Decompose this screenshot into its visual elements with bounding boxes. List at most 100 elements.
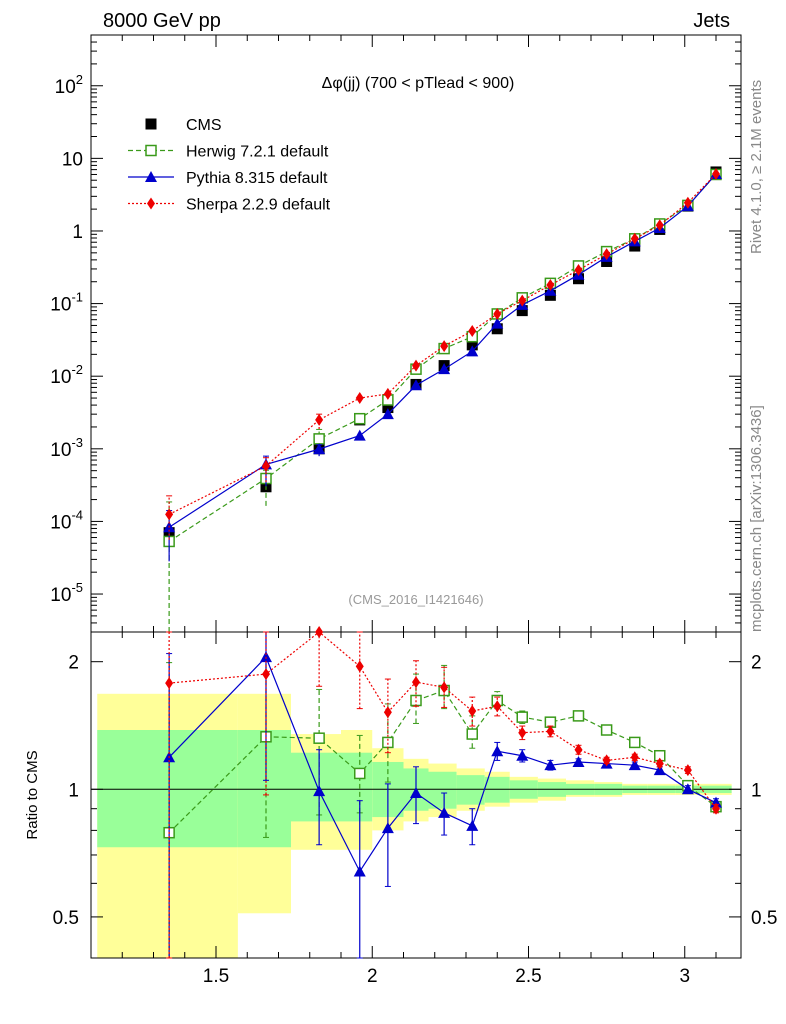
main-point-sherpa — [712, 167, 720, 180]
tick-label-exponent: -3 — [71, 435, 83, 450]
header-right: Jets — [693, 10, 730, 32]
ratio-point-pythia — [516, 749, 529, 761]
main-point-sherpa — [262, 459, 270, 472]
ratio-point-pythia — [544, 759, 557, 771]
ratio-point-pythia — [681, 783, 694, 795]
ratio-point-sherpa — [493, 700, 502, 713]
legend-label: CMS — [186, 117, 222, 134]
legend-label: Sherpa 2.2.9 default — [186, 197, 331, 214]
main-point-pythia — [466, 345, 479, 357]
main-point-sherpa — [574, 264, 583, 277]
main-point-sherpa — [383, 387, 392, 400]
main-point-pythia — [313, 443, 326, 455]
ratio-y-tick-label-right: 0.5 — [751, 908, 777, 929]
ratio-point-sherpa — [165, 677, 174, 690]
ratio-uncertainty-bands — [97, 693, 732, 958]
main-point-pythia — [381, 408, 394, 420]
ratio-series-sherpa — [165, 626, 720, 959]
tick-label-base: 10 — [50, 367, 71, 388]
tick-label-exponent: -1 — [71, 290, 83, 305]
main-y-tick-label: 10 — [62, 149, 83, 170]
main-point-sherpa — [493, 307, 502, 320]
main-point-sherpa — [630, 232, 639, 245]
legend-entry-cms: CMS — [145, 117, 222, 134]
ratio-point-sherpa — [383, 706, 392, 719]
ratio-point-herwig — [629, 736, 641, 749]
main-y-tick-label: 10-3 — [50, 435, 83, 461]
ratio-point-pythia — [466, 819, 479, 831]
main-series-line-herwig — [168, 174, 717, 542]
main-point-sherpa — [412, 359, 420, 372]
ratio-point-sherpa — [412, 676, 420, 689]
main-point-sherpa — [440, 340, 449, 353]
main-point-pythia — [410, 379, 422, 391]
ratio-band-inner — [341, 752, 373, 822]
main-y-tick-label: 10-2 — [50, 362, 83, 388]
legend-marker — [145, 118, 157, 130]
main-y-tick-label: 102 — [55, 72, 83, 98]
ratio-y-tick-label: 2 — [68, 653, 79, 674]
tick-label-base: 10 — [55, 77, 76, 98]
text-layer: Δφ(jj) (700 < pTlead < 900) (CMS_2016_I1… — [24, 72, 777, 987]
ratio-point-sherpa — [602, 754, 611, 767]
legend-marker — [145, 144, 157, 157]
main-point-sherpa — [315, 413, 324, 426]
main-y-tick-label: 10-5 — [50, 580, 83, 606]
ratio-point-sherpa — [468, 705, 477, 718]
x-tick-label: 3 — [679, 966, 690, 987]
ratio-plot-frame — [90, 631, 742, 959]
ratio-point-sherpa — [518, 726, 527, 739]
ratio-point-herwig — [354, 767, 366, 780]
tick-label-base: 10 — [50, 440, 71, 461]
ratio-point-pythia — [353, 865, 366, 877]
ratio-point-sherpa — [683, 764, 692, 777]
ratio-point-pythia — [438, 806, 451, 818]
ratio-point-pythia — [410, 787, 422, 799]
legend-marker — [145, 171, 157, 182]
ratio-y-tick-label: 0.5 — [53, 908, 79, 929]
main-point-pythia — [438, 363, 451, 375]
ratio-point-pythia — [260, 651, 272, 663]
ratio-y-tick-label-right: 1 — [751, 780, 762, 801]
main-point-cms — [382, 402, 394, 414]
legend-entry-pythia: Pythia 8.315 default — [128, 170, 328, 187]
axes-layer — [90, 34, 742, 959]
ratio-point-sherpa — [546, 725, 555, 738]
tick-label-base: 10 — [50, 585, 71, 606]
tick-label-base: 10 — [50, 295, 71, 316]
ratio-point-pythia — [572, 755, 585, 767]
ratio-band-inner — [237, 730, 291, 848]
main-y-tick-label: 1 — [72, 222, 83, 243]
ratio-point-herwig — [466, 728, 478, 740]
ratio-point-herwig — [600, 724, 613, 736]
ratio-y-tick-label: 1 — [68, 780, 79, 801]
analysis-watermark: (CMS_2016_I1421646) — [348, 592, 483, 607]
tick-label-base: 10 — [50, 512, 71, 533]
series-layer — [163, 166, 722, 959]
legend-entry-herwig: Herwig 7.2.1 default — [128, 144, 329, 161]
tick-label-exponent: -5 — [71, 580, 83, 595]
main-point-herwig — [354, 412, 366, 425]
ratio-point-sherpa — [630, 751, 639, 764]
legend-marker — [147, 197, 155, 210]
ratio-band-inner — [428, 771, 457, 809]
main-point-herwig — [313, 433, 325, 445]
legend-label: Pythia 8.315 default — [186, 170, 328, 187]
ratio-y-tick-label-right: 2 — [751, 653, 762, 674]
ratio-point-sherpa — [440, 681, 449, 694]
legend-entry-sherpa: Sherpa 2.2.9 default — [128, 197, 331, 214]
ratio-point-pythia — [381, 822, 394, 834]
main-series-sherpa — [165, 167, 720, 540]
main-point-sherpa — [165, 508, 174, 521]
legend-label: Herwig 7.2.1 default — [186, 144, 329, 161]
main-point-sherpa — [518, 294, 527, 307]
main-point-sherpa — [468, 324, 477, 337]
ratio-point-pythia — [653, 764, 666, 776]
main-point-pythia — [353, 429, 366, 441]
ratio-point-herwig — [516, 711, 528, 723]
ratio-point-sherpa — [655, 757, 664, 770]
legend: CMS Herwig 7.2.1 default Pythia 8.315 defa… — [128, 117, 331, 214]
ratio-point-sherpa — [355, 660, 364, 673]
tick-label-exponent: -4 — [71, 507, 83, 522]
